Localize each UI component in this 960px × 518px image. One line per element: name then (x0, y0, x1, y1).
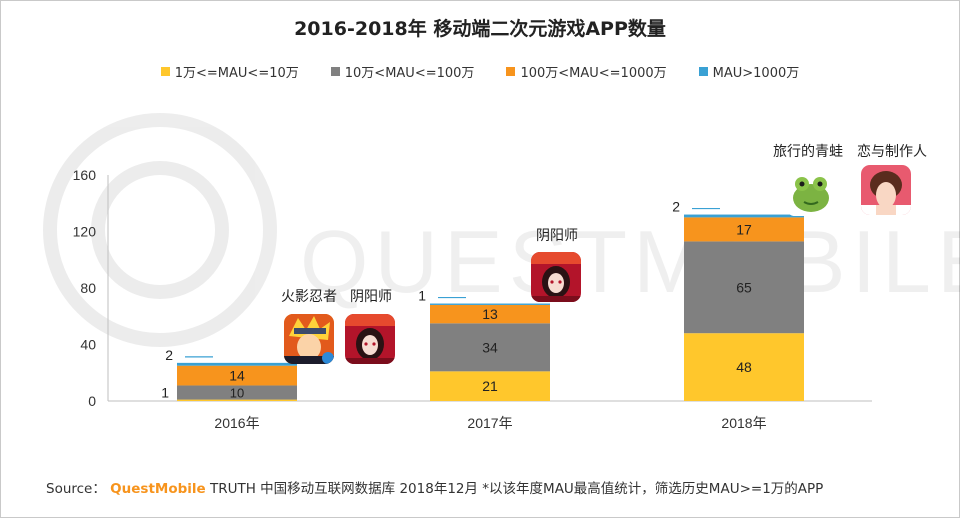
app-name-label: 旅行的青蛙 (773, 143, 843, 159)
source-label: Source： (46, 481, 106, 497)
data-label: 21 (482, 378, 498, 394)
legend-label: MAU>1000万 (712, 66, 800, 81)
legend-label: 10万<MAU<=100万 (344, 66, 475, 81)
bar-segment (430, 303, 550, 305)
data-label: 2 (165, 347, 173, 363)
data-label: 48 (736, 359, 752, 375)
legend-item: 1万<=MAU<=10万 (160, 62, 299, 81)
y-tick-label: 40 (80, 337, 96, 353)
legend: 1万<=MAU<=10万 10万<MAU<=100万 100万<MAU<=100… (0, 62, 960, 81)
watermark-text: QUESTMOBILE (300, 212, 960, 311)
love-producer-app-icon (861, 165, 911, 215)
onmyoji-app-icon (345, 314, 395, 364)
legend-swatch-tier2 (330, 67, 340, 76)
frog-travel-app-icon (786, 166, 836, 216)
source-note: TRUTH 中国移动互联网数据库 2018年12月 *以该年度MAU最高值统计，… (205, 481, 824, 497)
y-tick-label: 0 (88, 393, 96, 409)
legend-label: 100万<MAU<=1000万 (520, 66, 667, 81)
data-label: 10 (230, 386, 244, 401)
legend-label: 1万<=MAU<=10万 (174, 66, 299, 81)
data-label: 14 (229, 368, 245, 384)
stacked-bar-chart: 0 40 80 120 160 2016年 2017年 2018年 1 10 14 2 21 34 13 1 4… (73, 143, 927, 431)
app-name-label: 阴阳师 (536, 227, 578, 243)
x-tick-label: 2018年 (721, 415, 766, 431)
legend-swatch-tier4 (698, 67, 708, 76)
x-tick-label: 2016年 (214, 415, 259, 431)
bar-segment (430, 304, 550, 324)
questmobile-brand: QuestMobile (110, 481, 206, 497)
data-label: 1 (161, 385, 169, 401)
bar-segment (177, 385, 297, 400)
app-name-label: 阴阳师 (350, 288, 392, 304)
app-name-label: 恋与制作人 (857, 143, 927, 159)
app-name-label: 火影忍者 (281, 288, 337, 304)
bar-segment (684, 217, 804, 242)
data-label: 13 (482, 306, 498, 322)
data-label: 17 (736, 221, 752, 237)
x-tick-label: 2017年 (467, 415, 512, 431)
bar-segment (177, 362, 297, 366)
chart-title: 2016-2018年 移动端二次元游戏APP数量 (294, 18, 666, 40)
legend-swatch-tier1 (160, 67, 170, 76)
bar-segment (684, 333, 804, 401)
bar-segment (684, 241, 804, 334)
legend-item: 100万<MAU<=1000万 (506, 62, 667, 81)
bar-segment (177, 365, 297, 386)
legend-item: 10万<MAU<=100万 (330, 62, 475, 81)
bar-segment (430, 323, 550, 372)
y-tick-label: 80 (80, 280, 96, 296)
naruto-app-icon (284, 314, 334, 364)
legend-swatch-tier3 (506, 67, 516, 76)
source-footer: Source： QuestMobile TRUTH 中国移动互联网数据库 201… (46, 477, 823, 497)
onmyoji-app-icon (531, 252, 581, 302)
y-tick-label: 120 (73, 224, 97, 240)
data-label: 65 (736, 279, 752, 295)
bar-segment (177, 399, 297, 401)
data-label: 34 (482, 339, 498, 355)
data-label: 1 (418, 288, 426, 304)
bar-segment (684, 214, 804, 218)
bar-segment (430, 371, 550, 401)
y-tick-label: 160 (73, 167, 97, 183)
legend-item: MAU>1000万 (698, 62, 800, 81)
data-label: 2 (672, 199, 680, 215)
